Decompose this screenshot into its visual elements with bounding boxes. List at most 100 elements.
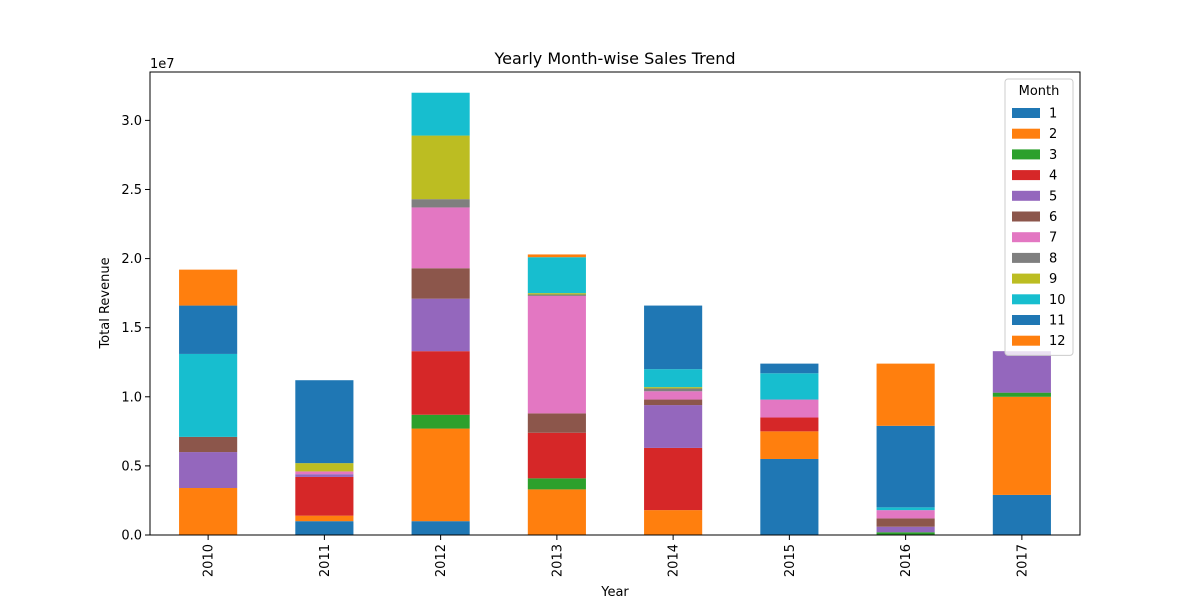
bar-2010-month-5: [179, 452, 238, 488]
bar-2010-month-12: [179, 269, 238, 306]
legend-label-month-8: 8: [1049, 251, 1057, 266]
x-tick-label: 2011: [318, 544, 333, 577]
bar-2015-month-2: [760, 431, 819, 459]
bar-2013-month-6: [527, 413, 586, 433]
bar-2017-month-5: [992, 351, 1051, 393]
legend-label-month-12: 12: [1049, 334, 1066, 349]
bar-2013-month-10: [527, 257, 586, 294]
legend-label-month-5: 5: [1049, 189, 1057, 204]
legend-swatch-month-2: [1012, 128, 1040, 139]
bar-2012-month-4: [411, 351, 470, 415]
bar-2012-month-5: [411, 298, 470, 352]
bar-2012-month-2: [411, 428, 470, 522]
y-tick-label: 0.5: [121, 459, 142, 474]
bar-2015-month-10: [760, 373, 819, 400]
bar-2013-month-4: [527, 432, 586, 479]
legend-label-month-4: 4: [1049, 169, 1057, 184]
bar-2015-month-11: [760, 363, 819, 374]
plot-frame: [149, 71, 1081, 536]
chart-title: Yearly Month-wise Sales Trend: [493, 49, 735, 68]
y-tick-label: 0.0: [121, 529, 142, 544]
bar-2016-month-6: [876, 518, 935, 527]
bar-2016-month-12: [876, 363, 935, 426]
bar-2012-month-1: [411, 521, 470, 535]
legend-swatch-month-7: [1012, 232, 1040, 243]
bar-2016-month-3: [876, 532, 935, 535]
y-tick-label: 1.0: [121, 390, 142, 405]
legend-swatch-month-10: [1012, 294, 1040, 305]
legend-label-month-11: 11: [1049, 314, 1066, 329]
bar-2011-month-7: [295, 471, 354, 475]
bar-2011-month-4: [295, 476, 354, 516]
bar-2014-month-9: [644, 387, 703, 389]
bar-2011-month-11: [295, 380, 354, 464]
y-tick-label: 2.0: [121, 252, 142, 267]
bar-2014-month-4: [644, 447, 703, 511]
bar-2012-month-10: [411, 92, 470, 136]
bar-2014-month-7: [644, 391, 703, 400]
legend-label-month-6: 6: [1049, 210, 1057, 225]
bar-2015-month-4: [760, 417, 819, 432]
bar-2016-month-5: [876, 526, 935, 533]
bar-2011-month-5: [295, 474, 354, 477]
y-offset-label: 1e7: [150, 57, 175, 72]
bar-2014-month-2: [644, 510, 703, 535]
bar-2011-month-1: [295, 521, 354, 535]
bar-2011-month-9: [295, 463, 354, 472]
bar-2017-month-3: [992, 392, 1051, 397]
legend-label-month-7: 7: [1049, 231, 1057, 246]
bars-group: [179, 92, 1051, 535]
legend-swatch-month-1: [1012, 108, 1040, 118]
x-tick-label: 2015: [783, 544, 798, 577]
bar-2016-month-10: [876, 507, 935, 511]
x-tick-label: 2016: [899, 544, 914, 577]
y-axis: 0.0 0.5 1.0 1.5 2.0 2.5 3.0: [121, 114, 150, 544]
bar-2014-month-11: [644, 305, 703, 370]
bar-2016-month-7: [876, 510, 935, 519]
bar-2013-month-2: [527, 489, 586, 535]
bar-2012-month-7: [411, 207, 470, 269]
y-axis-label: Total Revenue: [98, 257, 113, 349]
legend-label-month-2: 2: [1049, 127, 1057, 142]
bar-2013-month-8: [527, 294, 586, 296]
y-tick-label: 2.5: [121, 183, 142, 198]
x-tick-label: 2012: [434, 544, 449, 577]
x-tick-label: 2010: [202, 544, 217, 577]
y-tick-label: 1.5: [121, 321, 142, 336]
legend-label-month-1: 1: [1049, 107, 1057, 122]
bar-2015-month-1: [760, 458, 819, 535]
legend-swatch-month-12: [1012, 335, 1040, 346]
bar-2014-month-10: [644, 369, 703, 388]
bar-2013-month-9: [527, 293, 586, 295]
bar-2012-month-3: [411, 414, 470, 429]
bar-2010-month-2: [179, 488, 238, 535]
bar-2012-month-9: [411, 135, 470, 200]
x-tick-label: 2014: [667, 544, 682, 577]
x-axis-label: Year: [600, 585, 629, 600]
bar-2011-month-2: [295, 515, 354, 522]
bar-2013-month-12: [527, 254, 586, 258]
bar-2015-month-7: [760, 399, 819, 418]
x-tick-label: 2013: [550, 544, 565, 577]
bar-2010-month-10: [179, 353, 238, 437]
legend-swatch-month-6: [1012, 211, 1040, 222]
legend-swatch-month-5: [1012, 190, 1040, 201]
legend-label-month-10: 10: [1049, 293, 1066, 308]
bar-2017-month-2: [992, 396, 1051, 495]
bar-2013-month-3: [527, 478, 586, 490]
bar-2010-month-6: [179, 436, 238, 453]
legend-swatch-month-3: [1012, 149, 1040, 160]
legend-swatch-month-9: [1012, 273, 1040, 284]
legend-title: Month: [1019, 84, 1060, 99]
legend-swatch-month-8: [1012, 252, 1040, 263]
bar-2017-month-1: [992, 494, 1051, 535]
x-axis: 2010 2011 2012 2013 2014 2015 2016 2017: [202, 535, 1030, 577]
y-tick-label: 3.0: [121, 114, 142, 129]
bar-2010-month-11: [179, 305, 238, 354]
legend-label-month-9: 9: [1049, 272, 1057, 287]
bar-2013-month-7: [527, 295, 586, 414]
bar-2014-month-8: [644, 388, 703, 392]
bar-2012-month-8: [411, 199, 470, 208]
